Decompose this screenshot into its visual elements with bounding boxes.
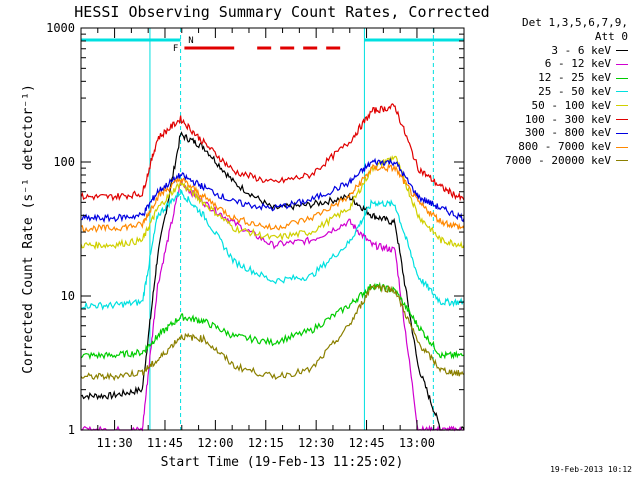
y-tick-label: 10 [61,289,75,303]
legend-entry: 12 - 25 keV [480,71,632,85]
legend-swatch [616,49,628,51]
x-tick-label: 11:45 [147,436,183,450]
legend-entry: 100 - 300 keV [480,113,632,127]
x-tick-label: 12:00 [197,436,233,450]
legend-entry: 3 - 6 keV [480,44,632,58]
series-line [81,179,464,432]
legend-entry: 6 - 12 keV [480,57,632,71]
legend-swatch [616,160,628,162]
flag-label-n: N [188,36,193,46]
legend-entry-label: 3 - 6 keV [551,43,611,57]
legend-entry-label: 50 - 100 keV [531,98,611,112]
legend-entry-label: 800 - 7000 keV [518,140,611,154]
x-tick-label: 12:45 [348,436,384,450]
legend-entry-label: 6 - 12 keV [544,57,611,71]
legend-entry: 50 - 100 keV [480,99,632,113]
legend-entry-label: 12 - 25 keV [538,71,611,85]
legend-swatch [616,105,628,107]
y-axis-label: Corrected Count Rate (s⁻¹ detector⁻¹) [21,84,36,374]
series-line [80,281,465,361]
flag-label-f: F [173,44,178,54]
legend-entry-label: 7000 - 20000 keV [505,153,611,167]
legend-swatch [616,77,628,79]
legend-entry: 7000 - 20000 keV [480,154,632,168]
series-line [80,163,465,233]
legend-entry: 25 - 50 keV [480,85,632,99]
legend-swatch [616,146,628,148]
series-layer [80,103,465,432]
legend-entry-label: 25 - 50 keV [538,84,611,98]
y-tick-label: 100 [53,155,75,169]
legend-entry: 800 - 7000 keV [480,140,632,154]
legend-entry: 300 - 800 keV [480,126,632,140]
legend-entry-label: 300 - 800 keV [524,126,611,140]
series-line [80,190,465,311]
legend-attenuator-label: Att 0 [594,29,628,43]
x-axis-label: Start Time (19-Feb-13 11:25:02) [161,455,404,470]
series-line [80,155,465,251]
legend: Det 1,3,5,6,7,9, Att 0 3 - 6 keV 6 - 12 k… [480,16,632,168]
x-tick-label: 11:30 [97,436,133,450]
series-line [80,103,465,202]
legend-swatch [616,91,628,93]
series-line [80,283,465,382]
legend-swatch [616,132,628,134]
x-tick-label: 13:00 [399,436,435,450]
axis-layer: 1 10 100 1000 11:30 11:45 12:00 12:15 12:30 12:45… [46,21,464,450]
timestamp-footer: 19-Feb-2013 10:12 [550,465,632,474]
overlay-layer: FN [81,28,464,430]
y-tick-label: 1000 [46,21,75,35]
legend-detector-label: Det 1,3,5,6,7,9, [522,16,628,29]
legend-swatch [616,118,628,120]
y-tick-label: 1 [68,423,75,437]
plot-frame [80,27,465,431]
legend-entries: 3 - 6 keV 6 - 12 keV 12 - 25 keV 25 - 50 ke… [480,44,632,168]
x-tick-label: 12:15 [248,436,284,450]
legend-swatch [616,63,628,65]
x-tick-label: 12:30 [298,436,334,450]
series-line [81,157,465,224]
chart-title: HESSI Observing Summary Count Rates, Cor… [74,3,489,21]
legend-entry-label: 100 - 300 keV [524,112,611,126]
